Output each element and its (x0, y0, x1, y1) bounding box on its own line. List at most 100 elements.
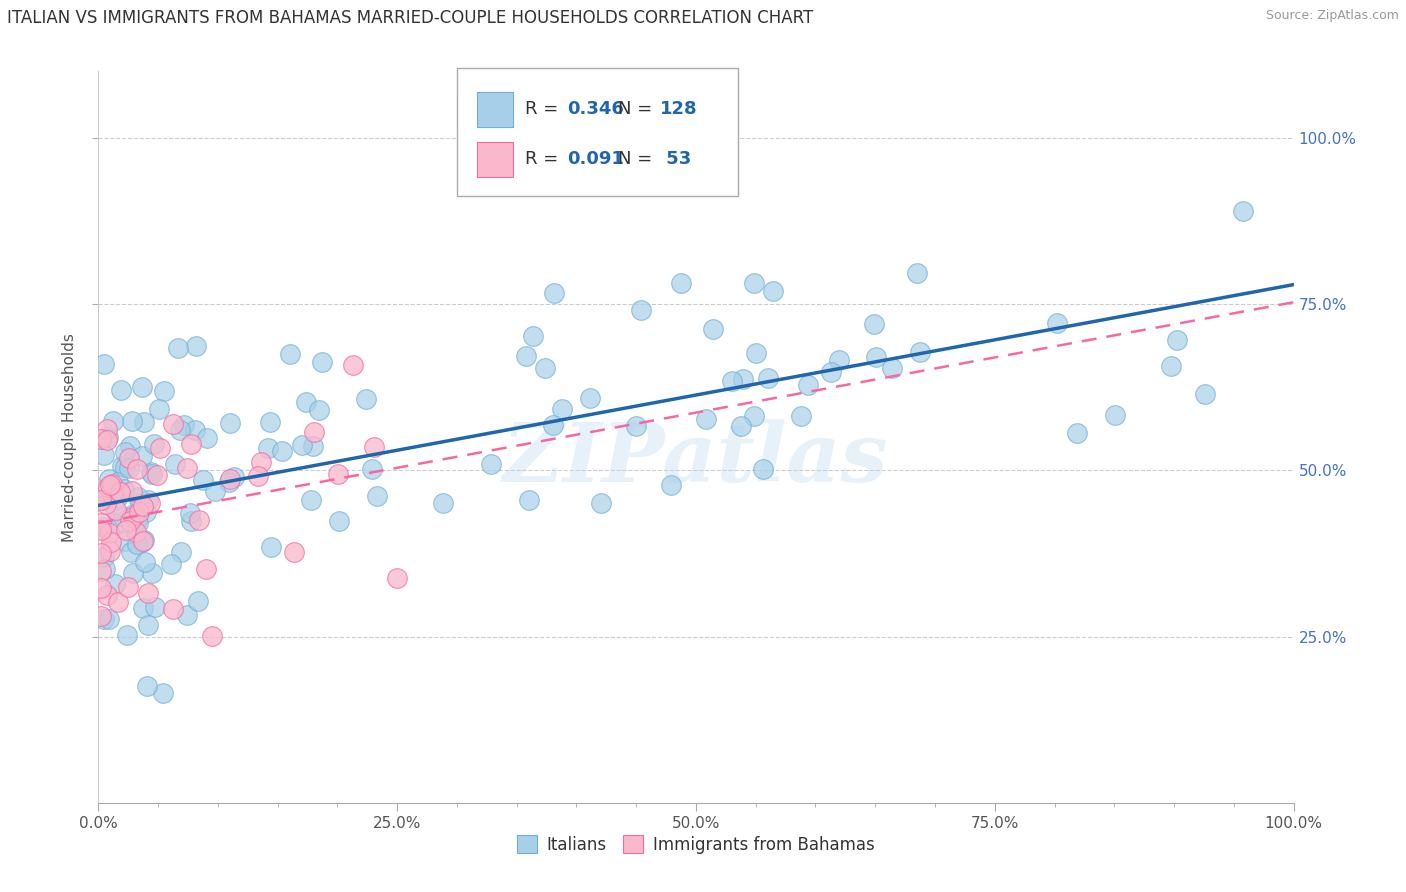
Point (201, 629, 224, 643)
Point (125, 513, 148, 527)
Point (120, 545, 142, 559)
Point (121, 484, 143, 499)
Point (96, 422, 118, 436)
Point (117, 460, 139, 475)
Point (90, 493, 112, 508)
Point (90, 609, 112, 624)
Point (1104, 408, 1126, 422)
Point (118, 439, 141, 453)
Text: 128: 128 (661, 101, 697, 119)
Point (112, 482, 135, 496)
Point (1232, 203, 1254, 218)
Point (169, 423, 191, 437)
Point (114, 460, 136, 475)
Point (249, 455, 271, 469)
Point (159, 557, 181, 571)
Point (187, 594, 209, 608)
Point (145, 599, 167, 614)
Point (134, 415, 156, 429)
Point (366, 489, 388, 503)
Point (98, 478, 121, 492)
Point (125, 462, 148, 476)
Point (280, 347, 302, 361)
Point (97, 612, 120, 626)
FancyBboxPatch shape (477, 92, 513, 127)
Point (121, 414, 143, 428)
Point (291, 438, 314, 452)
Point (385, 571, 408, 585)
Point (173, 417, 195, 432)
Point (136, 492, 159, 507)
Point (762, 285, 785, 299)
Point (865, 350, 887, 364)
Point (127, 516, 149, 530)
Point (128, 505, 150, 519)
Point (98, 544, 121, 558)
Point (121, 566, 143, 580)
Point (828, 352, 851, 367)
Point (1194, 387, 1216, 401)
Point (125, 537, 148, 551)
Point (630, 302, 652, 317)
Point (97, 430, 120, 444)
Point (363, 441, 385, 455)
Point (136, 618, 159, 632)
Point (162, 602, 184, 616)
Point (110, 459, 132, 474)
Point (93, 612, 115, 626)
Point (579, 391, 602, 405)
Point (1066, 425, 1088, 440)
Point (257, 441, 280, 455)
Point (543, 286, 565, 301)
Point (97, 480, 120, 494)
Text: 0.091: 0.091 (567, 150, 624, 168)
Point (101, 486, 124, 500)
Point (745, 346, 768, 360)
Text: N =: N = (619, 101, 658, 119)
Point (517, 493, 540, 508)
Point (96, 433, 118, 447)
Point (304, 425, 326, 439)
Point (115, 523, 138, 537)
Point (659, 478, 682, 492)
Point (193, 473, 215, 487)
Point (100, 534, 122, 549)
Point (283, 545, 305, 559)
Point (361, 462, 384, 476)
Point (135, 505, 157, 519)
Point (295, 395, 318, 409)
Point (328, 514, 350, 528)
Point (184, 423, 207, 437)
Point (100, 477, 122, 491)
Point (131, 535, 153, 549)
Point (354, 392, 377, 406)
Point (219, 416, 242, 430)
Point (108, 485, 131, 500)
Point (152, 686, 174, 700)
Point (176, 461, 198, 475)
Point (176, 607, 198, 622)
Point (308, 402, 330, 417)
Text: N =: N = (619, 150, 658, 168)
Point (551, 402, 574, 417)
Point (179, 506, 201, 520)
Point (145, 468, 167, 483)
Point (96, 588, 118, 602)
Point (515, 349, 537, 363)
Point (90, 564, 112, 578)
Point (115, 628, 138, 642)
Point (522, 329, 544, 343)
Point (128, 496, 150, 510)
Point (90, 581, 112, 595)
Point (107, 595, 129, 609)
Point (138, 586, 160, 600)
Point (797, 377, 820, 392)
Point (624, 419, 647, 434)
Point (165, 457, 187, 471)
Point (311, 354, 333, 368)
Point (432, 495, 454, 509)
Point (132, 534, 155, 549)
Point (105, 503, 128, 517)
Point (149, 441, 172, 455)
Text: ZIPatlas: ZIPatlas (503, 419, 889, 499)
